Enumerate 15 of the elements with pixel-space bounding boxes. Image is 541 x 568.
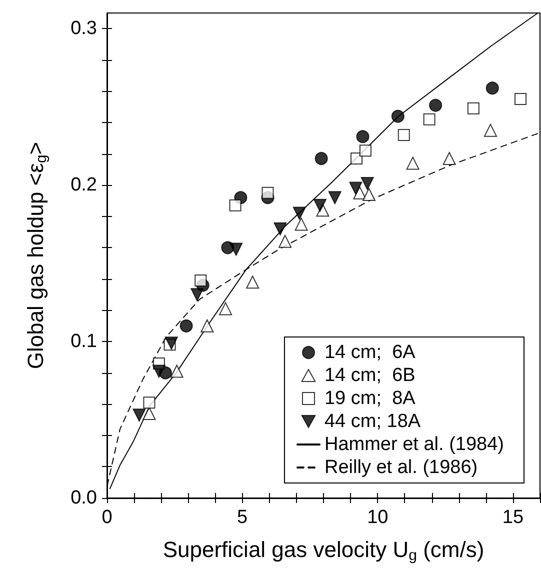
legend-label: 19 cm; 8A (324, 388, 416, 409)
y-tick-label: 0.2 (70, 174, 97, 196)
legend-label: 14 cm; 6A (324, 342, 416, 363)
x-tick-label: 10 (367, 507, 388, 528)
x-tick-label: 5 (237, 507, 248, 528)
legend-label: 44 cm; 18A (324, 411, 421, 432)
x-tick-label: 15 (502, 507, 524, 528)
y-axis-title: Global gas holdup <εg> (23, 142, 50, 370)
legend-label: Hammer et al. (1984) (324, 434, 504, 455)
y-tick-label: 0.1 (70, 331, 97, 352)
y-tick-label: 0.0 (70, 488, 97, 508)
y-tick-label: 0.3 (70, 18, 97, 40)
x-tick-label: 0 (102, 507, 112, 528)
legend-label: 14 cm; 6B (324, 365, 416, 386)
legend-label: Reilly et al. (1986) (324, 457, 478, 478)
